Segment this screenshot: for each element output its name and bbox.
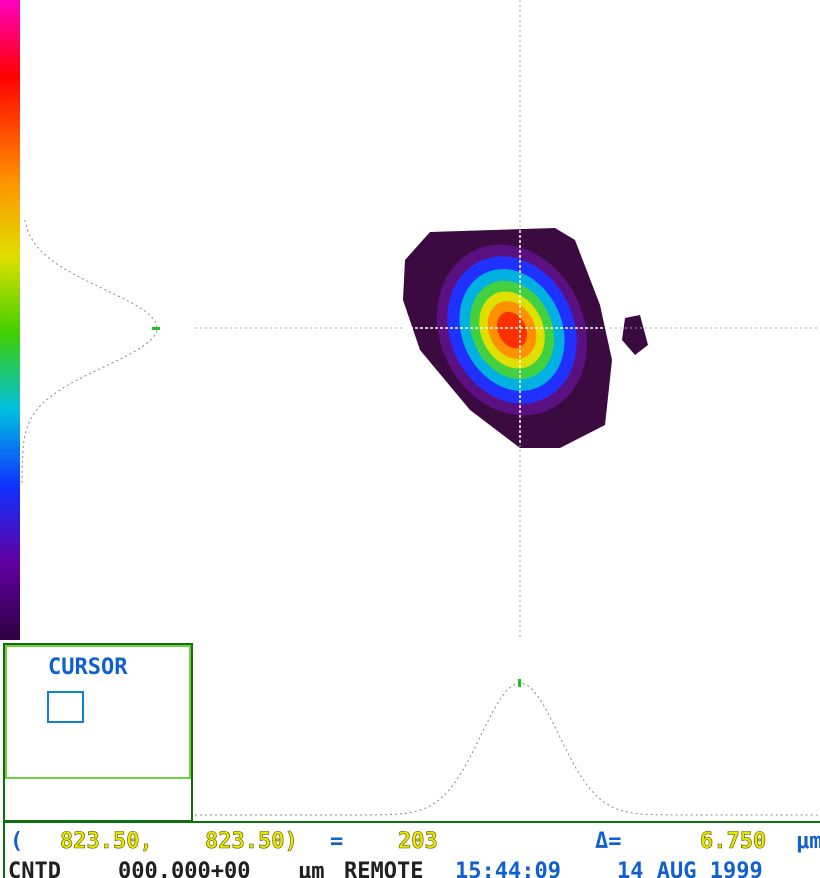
mode: CNTD: [8, 859, 61, 878]
color-scale: [0, 0, 20, 640]
delta-value: 6.750: [700, 829, 766, 854]
cursor-icon[interactable]: [47, 691, 84, 723]
status-open: (: [10, 829, 23, 854]
pixel-value: 203: [398, 829, 438, 854]
vertical-profile: [21, 219, 158, 485]
profile-peak: [152, 327, 160, 330]
delta-label: Δ=: [595, 829, 622, 854]
panel-title: CURSOR: [48, 655, 128, 680]
cursor-y: 823.50): [205, 829, 298, 854]
status-equals: =: [330, 829, 343, 854]
profile-peak: [518, 679, 521, 687]
time: 15:44:09: [455, 859, 561, 878]
control-mode: REMOTE: [344, 859, 423, 878]
position: 000.000+00: [118, 859, 250, 878]
beam-spot: [403, 228, 648, 448]
crosshair-center: [405, 230, 610, 445]
date: 14 AUG 1999: [617, 859, 763, 878]
position-unit: μm: [298, 859, 325, 878]
delta-unit: μm: [796, 829, 820, 854]
cursor-x: 823.50,: [60, 829, 153, 854]
cursor-panel: [5, 645, 191, 779]
horizontal-profile: [195, 682, 819, 816]
